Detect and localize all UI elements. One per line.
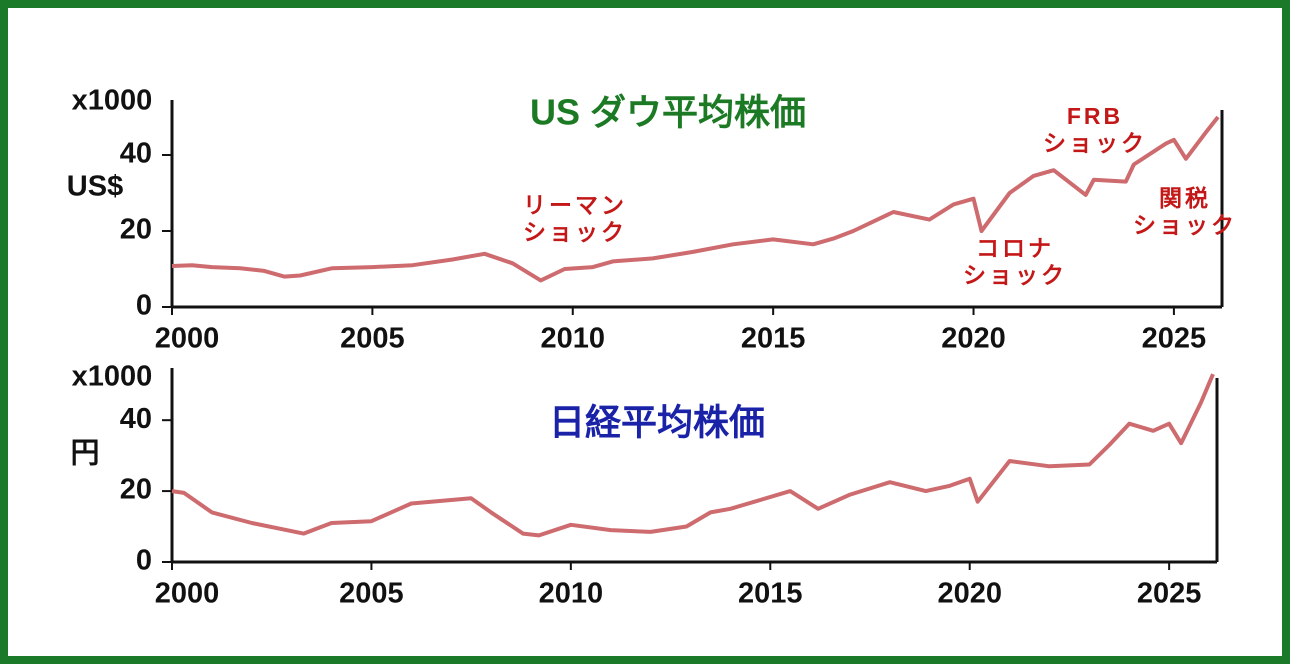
y-tick-label: 20	[120, 214, 152, 246]
x-tick-label: 2005	[339, 578, 404, 610]
annotation: 関税	[1159, 185, 1211, 211]
x-tick-label: 2025	[1142, 323, 1207, 355]
y-tick-label: 20	[120, 474, 152, 506]
y-tick-label: 0	[136, 545, 152, 577]
x-tick-label: 2010	[539, 578, 604, 610]
x-tick-label: 2015	[738, 578, 803, 610]
x-tick-label: 2020	[941, 323, 1006, 355]
annotation: ショック	[1043, 130, 1147, 156]
annotation: コロナ	[976, 235, 1054, 261]
price-line	[171, 373, 1215, 538]
x-tick-label: 2025	[1137, 578, 1202, 610]
x-tick-label: 2000	[155, 323, 220, 355]
x-tick-label: 2020	[937, 578, 1002, 610]
x-tick-label: 2005	[340, 323, 405, 355]
annotation: リーマン	[523, 192, 627, 218]
y-label: 円	[70, 438, 99, 470]
annotation: ショック	[523, 219, 627, 245]
x-tick-label: 2000	[155, 578, 220, 610]
y-tick-label: 0	[136, 290, 152, 322]
y-tick-label: 40	[120, 403, 152, 435]
y-label: US$	[67, 171, 123, 203]
price-line	[171, 115, 1220, 283]
annotation: ショック	[963, 262, 1067, 288]
annotation: FRB	[1067, 103, 1123, 129]
annotation: ショック	[1133, 212, 1237, 238]
y-tick-label: 40	[120, 138, 152, 170]
y-unit: x1000	[72, 85, 153, 117]
chart-title: US ダウ平均株価	[530, 92, 806, 133]
y-unit: x1000	[72, 361, 153, 393]
x-tick-label: 2015	[741, 323, 806, 355]
x-tick-label: 2010	[541, 323, 606, 355]
chart-title: 日経平均株価	[549, 402, 765, 443]
